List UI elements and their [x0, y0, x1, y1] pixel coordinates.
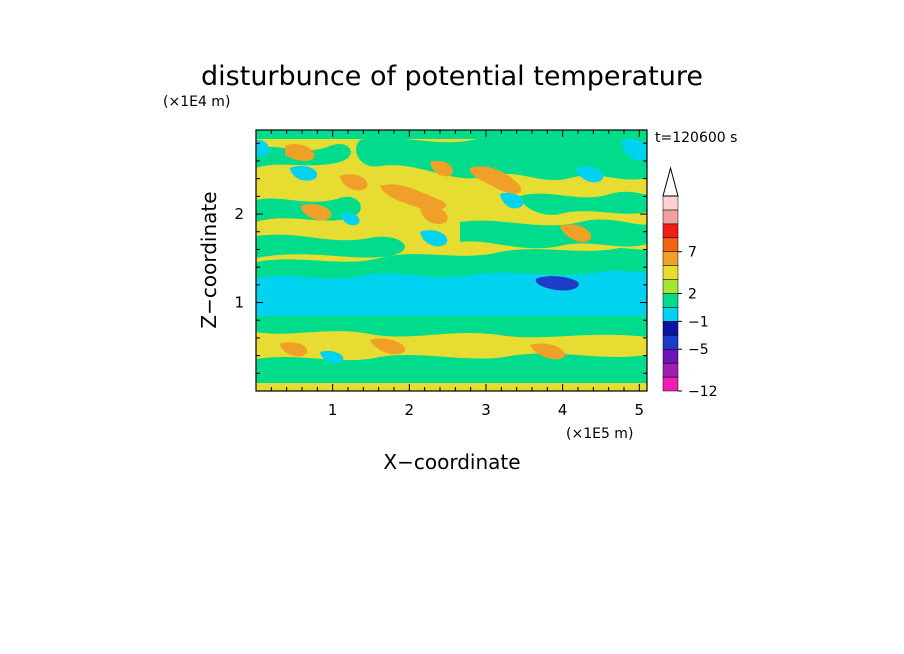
- colorbar-swatch: [662, 293, 679, 308]
- orange-patch: [420, 205, 448, 225]
- colorbar-swatch: [662, 209, 679, 225]
- cyan-patch: [500, 192, 524, 209]
- orange-patch: [560, 224, 592, 243]
- colorbar-swatch: [662, 265, 679, 280]
- band-yellow-bottom: [256, 383, 647, 391]
- cyan-patch: [340, 212, 360, 226]
- colorbar-swatch: [662, 237, 679, 252]
- cyan-patch: [420, 230, 448, 247]
- colorbar-swatch: [662, 348, 679, 364]
- orange-patch: [280, 342, 308, 357]
- orange-patch: [370, 338, 406, 355]
- x-tick-label: 5: [635, 401, 645, 419]
- green-patch: [256, 234, 405, 258]
- colorbar-swatch: [662, 223, 679, 239]
- orange-patch: [469, 166, 522, 194]
- x-tick-label: 3: [481, 401, 491, 419]
- colorbar-label: 2: [688, 287, 697, 303]
- orange-patch: [530, 343, 566, 360]
- band-green-top: [256, 130, 647, 139]
- colorbar-swatch: [662, 279, 679, 294]
- colorbar-label: −12: [688, 384, 718, 400]
- band-green-bottom: [256, 361, 647, 383]
- plot-frame: [255, 129, 648, 392]
- y-axis-unit: (×1E4 m): [163, 94, 230, 110]
- x-tick-label: 2: [405, 401, 415, 419]
- cyan-patch: [320, 350, 344, 364]
- chart-title: disturbunce of potential temperature: [201, 61, 703, 92]
- colorbar-swatch: [662, 195, 679, 211]
- y-tick-label: 1: [234, 294, 244, 312]
- cyan-patch: [576, 166, 604, 183]
- green-patch: [460, 219, 647, 249]
- orange-patch: [340, 174, 368, 191]
- x-axis-label: X−coordinate: [383, 450, 520, 474]
- colorbar-swatch: [662, 376, 679, 392]
- colorbar-swatch: [662, 321, 679, 336]
- colorbar-swatch: [662, 362, 679, 378]
- cyan-patch: [290, 165, 318, 181]
- colorbar-swatch: [662, 335, 679, 350]
- band-cyan: [256, 278, 647, 318]
- y-axis-label: Z−coordinate: [197, 191, 221, 328]
- x-tick-label: 4: [558, 401, 568, 419]
- colorbar-label: −5: [688, 342, 709, 358]
- orange-patch: [300, 204, 332, 221]
- x-axis: 1 2 3 4 5: [270, 130, 645, 419]
- colorbar-swatch: [662, 251, 679, 266]
- orange-patch: [430, 160, 453, 177]
- cyan-patch: [256, 139, 270, 157]
- field-area: [256, 130, 647, 391]
- y-tick-label: 2: [234, 205, 244, 223]
- colorbar-extend-arrow: [662, 166, 679, 197]
- green-patch: [520, 191, 647, 215]
- colorbar-swatch: [662, 307, 679, 322]
- blue-patch: [535, 276, 579, 291]
- colorbar-label: −1: [688, 314, 709, 330]
- colorbar: −12−5−127: [662, 166, 718, 400]
- colorbar-label: 7: [688, 245, 697, 261]
- wavy-edge-green-low: [256, 316, 647, 338]
- cyan-patch: [622, 138, 647, 162]
- x-tick-label: 1: [328, 401, 338, 419]
- x-axis-unit: (×1E5 m): [566, 426, 633, 442]
- wavy-edge-green-top: [256, 248, 647, 266]
- orange-patch: [380, 184, 447, 211]
- y-axis: 12: [234, 142, 647, 374]
- time-label: t=120600 s: [655, 130, 737, 146]
- green-patch: [356, 134, 647, 181]
- orange-patch: [285, 144, 315, 161]
